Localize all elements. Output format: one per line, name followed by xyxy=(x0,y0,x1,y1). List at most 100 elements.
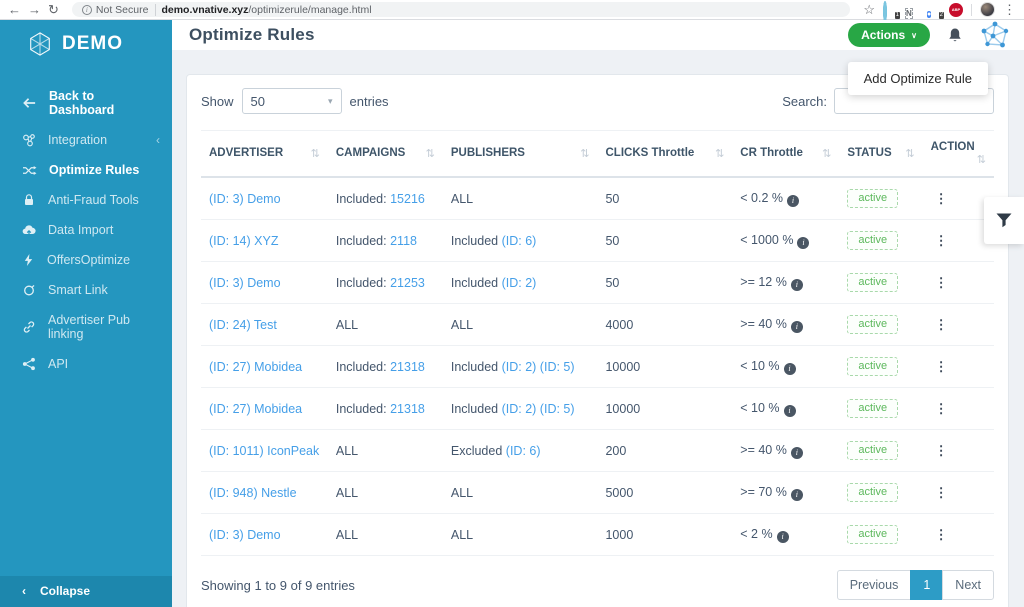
row-actions-menu-button[interactable]: ⋮ xyxy=(934,442,948,458)
publishers-text: Included xyxy=(450,233,499,248)
sort-icon[interactable]: ⇅ xyxy=(905,148,915,160)
security-indicator[interactable]: i Not Secure xyxy=(81,3,157,16)
pagination-page-1-button[interactable]: 1 xyxy=(910,570,944,600)
row-actions-menu-button[interactable]: ⋮ xyxy=(934,484,948,500)
extension-button-1[interactable]: 1 xyxy=(883,0,900,22)
actions-button[interactable]: Actions ∨ xyxy=(848,23,930,47)
advertiser-link[interactable]: (ID: 24) Test xyxy=(209,317,277,332)
info-icon[interactable]: i xyxy=(790,278,803,291)
lock-icon xyxy=(25,194,33,205)
browser-menu-button[interactable]: ⋮ xyxy=(1003,1,1016,17)
row-actions-menu-button[interactable]: ⋮ xyxy=(934,400,948,416)
column-header-clicks-throttle[interactable]: CLICKS Throttle ⇅ xyxy=(597,130,733,178)
sidebar-item-integration[interactable]: Integration ‹ xyxy=(0,125,172,155)
row-actions-menu-button[interactable]: ⋮ xyxy=(934,232,948,248)
sort-icon[interactable]: ⇅ xyxy=(822,148,832,160)
advertiser-link[interactable]: (ID: 27) Mobidea xyxy=(209,401,303,416)
campaigns-id-link[interactable]: 21318 xyxy=(390,401,425,416)
sidebar-item-advertiser-pub-linking[interactable]: Advertiser Pub linking xyxy=(0,305,172,349)
sidebar-item-anti-fraud-tools[interactable]: Anti-Fraud Tools xyxy=(0,185,172,215)
advertiser-link[interactable]: (ID: 3) Demo xyxy=(209,191,281,206)
publishers-id-link[interactable]: (ID: 6) xyxy=(505,443,541,458)
publishers-id-link[interactable]: (ID: 2) xyxy=(501,275,537,290)
pagination: Previous 1 Next xyxy=(836,570,994,600)
campaigns-id-link[interactable]: 2118 xyxy=(390,233,417,248)
browser-profile-avatar[interactable] xyxy=(980,2,995,17)
pagination-previous-button[interactable]: Previous xyxy=(836,570,912,600)
cr-throttle-value: < 2 % xyxy=(740,526,773,541)
clicks-throttle-value: 50 xyxy=(605,275,620,290)
browser-forward-button[interactable]: → xyxy=(28,1,41,17)
publishers-text: ALL xyxy=(450,191,474,206)
publishers-text: ALL xyxy=(450,485,474,500)
adblock-extension-button[interactable]: ABP xyxy=(949,2,963,17)
sidebar-item-offersoptimize[interactable]: OffersOptimize xyxy=(0,245,172,275)
info-icon[interactable]: i xyxy=(783,404,796,417)
sort-icon[interactable]: ⇅ xyxy=(310,148,320,160)
info-icon[interactable]: i xyxy=(790,446,803,459)
column-header-publishers[interactable]: PUBLISHERS ⇅ xyxy=(442,130,598,178)
vnative-network-logo-icon[interactable] xyxy=(980,20,1010,50)
column-header-advertiser[interactable]: ADVERTISER ⇅ xyxy=(201,130,328,178)
advertiser-link[interactable]: (ID: 14) XYZ xyxy=(209,233,279,248)
browser-address-bar[interactable]: i Not Secure demo.vnative.xyz/optimizeru… xyxy=(71,2,851,17)
info-icon[interactable]: i xyxy=(776,530,789,543)
advertiser-link[interactable]: (ID: 3) Demo xyxy=(209,527,281,542)
page-size-select[interactable]: 50 ▾ xyxy=(241,88,342,114)
notifications-bell-icon[interactable] xyxy=(947,27,963,44)
sort-icon[interactable]: ⇅ xyxy=(580,148,590,160)
extension-button-chat[interactable]: ● 2 xyxy=(927,3,944,19)
browser-back-button[interactable]: ← xyxy=(8,1,21,17)
app-logo[interactable]: DEMO xyxy=(0,20,172,69)
row-actions-menu-button[interactable]: ⋮ xyxy=(934,190,948,206)
column-label: CLICKS Throttle xyxy=(605,147,695,159)
sidebar-item-data-import[interactable]: Data Import xyxy=(0,215,172,245)
browser-reload-button[interactable]: ↻ xyxy=(48,1,59,17)
row-actions-menu-button[interactable]: ⋮ xyxy=(934,358,948,374)
row-actions-menu-button[interactable]: ⋮ xyxy=(934,526,948,542)
column-header-status[interactable]: STATUS ⇅ xyxy=(839,130,923,178)
info-icon[interactable]: i xyxy=(797,236,810,249)
sidebar-item-optimize-rules[interactable]: Optimize Rules xyxy=(0,155,172,185)
campaigns-id-link[interactable]: 21318 xyxy=(390,359,425,374)
publishers-id-link[interactable]: (ID: 2) (ID: 5) xyxy=(501,401,575,416)
info-icon[interactable]: i xyxy=(787,194,800,207)
sidebar-collapse-button[interactable]: ‹ Collapse xyxy=(0,576,172,607)
filter-panel-button[interactable] xyxy=(984,197,1024,244)
page-header: Optimize Rules Actions ∨ Add Opt xyxy=(172,20,1024,95)
column-header-campaigns[interactable]: CAMPAIGNS ⇅ xyxy=(327,130,443,178)
advertiser-link[interactable]: (ID: 27) Mobidea xyxy=(209,359,303,374)
sidebar-item-back-to-dashboard[interactable]: Back to Dashboard xyxy=(0,81,172,125)
advertiser-link[interactable]: (ID: 3) Demo xyxy=(209,275,281,290)
campaigns-id-link[interactable]: 21253 xyxy=(390,275,425,290)
publishers-text: ALL xyxy=(450,317,474,332)
column-header-action[interactable]: ACTION ⇅ xyxy=(922,130,994,178)
row-actions-menu-button[interactable]: ⋮ xyxy=(934,274,948,290)
sort-icon[interactable]: ⇅ xyxy=(425,148,435,160)
advertiser-link[interactable]: (ID: 1011) IconPeak xyxy=(209,443,320,458)
column-header-cr-throttle[interactable]: CR Throttle ⇅ xyxy=(732,130,840,178)
row-actions-menu-button[interactable]: ⋮ xyxy=(934,316,948,332)
status-badge: active xyxy=(847,483,899,502)
url-path: /optimizerule/manage.html xyxy=(248,3,372,16)
pagination-next-button[interactable]: Next xyxy=(942,570,994,600)
status-badge: active xyxy=(847,189,899,208)
advertiser-link[interactable]: (ID: 948) Nestle xyxy=(209,485,297,500)
campaigns-id-link[interactable]: 15216 xyxy=(390,191,425,206)
sidebar-item-smart-link[interactable]: Smart Link xyxy=(0,275,172,305)
status-badge: active xyxy=(847,273,899,292)
extension-button-n[interactable]: N xyxy=(905,3,919,19)
sidebar-item-api[interactable]: API xyxy=(0,349,172,379)
publishers-id-link[interactable]: (ID: 6) xyxy=(501,233,537,248)
publishers-id-link[interactable]: (ID: 2) (ID: 5) xyxy=(501,359,575,374)
info-icon[interactable]: i xyxy=(783,362,796,375)
clicks-throttle-value: 200 xyxy=(605,443,627,458)
table-row: (ID: 27) Mobidea Included: 21318 Include… xyxy=(201,345,994,388)
sort-icon[interactable]: ⇅ xyxy=(976,154,986,166)
info-icon[interactable]: i xyxy=(790,320,803,333)
sort-icon[interactable]: ⇅ xyxy=(715,148,725,160)
bookmark-star-icon[interactable]: ☆ xyxy=(863,1,875,17)
info-icon[interactable]: i xyxy=(790,488,803,501)
extension-chat-badge: 2 xyxy=(938,11,944,19)
actions-dropdown-item-add-optimize-rule[interactable]: Add Optimize Rule xyxy=(847,62,988,95)
